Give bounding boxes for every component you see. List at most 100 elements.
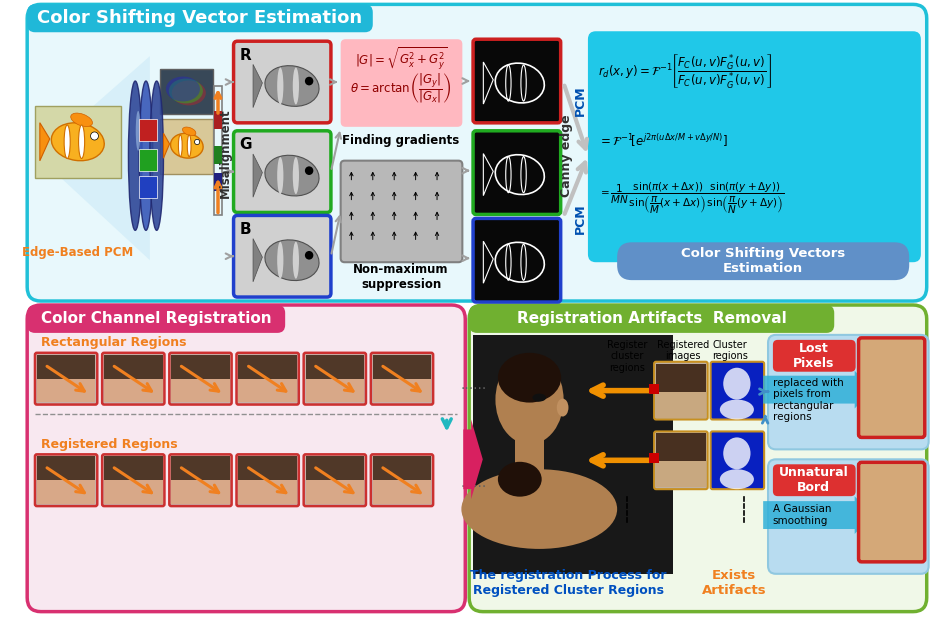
Circle shape [195, 139, 199, 144]
Bar [37, 480, 95, 504]
Bar [306, 457, 364, 482]
Text: Exists
Artifacts: Exists Artifacts [702, 569, 766, 597]
FancyBboxPatch shape [773, 340, 856, 371]
Ellipse shape [139, 81, 153, 230]
Bar [159, 69, 213, 114]
Bar [104, 457, 162, 482]
Ellipse shape [723, 437, 750, 470]
Text: PCM: PCM [573, 203, 586, 234]
Bar [656, 462, 706, 487]
Bar [159, 119, 213, 173]
Ellipse shape [532, 394, 546, 402]
Circle shape [305, 167, 313, 175]
FancyBboxPatch shape [773, 465, 856, 496]
Bar [35, 106, 120, 178]
Text: PCM: PCM [573, 86, 586, 116]
Bar [306, 379, 364, 402]
Circle shape [305, 77, 313, 85]
Polygon shape [254, 64, 263, 107]
Text: ......: ...... [460, 378, 487, 392]
Bar [214, 173, 222, 191]
FancyBboxPatch shape [469, 305, 834, 333]
FancyBboxPatch shape [768, 335, 928, 449]
Text: replaced with
pixels from
rectangular
regions: replaced with pixels from rectangular re… [773, 378, 843, 423]
FancyBboxPatch shape [103, 353, 164, 405]
Ellipse shape [496, 355, 564, 444]
FancyBboxPatch shape [710, 431, 764, 489]
Bar [650, 384, 659, 394]
Bar [239, 457, 297, 482]
FancyBboxPatch shape [35, 353, 97, 405]
Bar [656, 364, 706, 392]
FancyBboxPatch shape [234, 41, 331, 123]
Ellipse shape [496, 465, 544, 529]
Ellipse shape [78, 125, 85, 159]
Text: Registered Regions: Registered Regions [41, 438, 177, 451]
FancyBboxPatch shape [27, 4, 926, 301]
Bar [214, 146, 222, 164]
Text: Color Shifting Vector Estimation: Color Shifting Vector Estimation [37, 9, 363, 27]
Bar [656, 392, 706, 418]
Bar [650, 453, 659, 463]
Text: Color Shifting Vectors
Estimation: Color Shifting Vectors Estimation [681, 247, 845, 275]
Ellipse shape [64, 125, 70, 159]
Text: Lost
Pixels: Lost Pixels [793, 342, 834, 370]
FancyBboxPatch shape [371, 353, 433, 405]
Text: $r_d(x,y)=\mathcal{F}^{-1}\!\left[\dfrac{F_C(u,v)F_G^*(u,v)}{F_C(u,v)F_G^*(u,v)}: $r_d(x,y)=\mathcal{F}^{-1}\!\left[\dfrac… [597, 52, 772, 90]
FancyBboxPatch shape [170, 454, 232, 506]
Ellipse shape [136, 111, 141, 151]
Text: A Gaussian
smoothing: A Gaussian smoothing [773, 504, 831, 526]
Bar [37, 457, 95, 482]
Ellipse shape [461, 470, 617, 549]
Ellipse shape [51, 123, 104, 160]
FancyBboxPatch shape [588, 31, 921, 262]
Ellipse shape [498, 353, 561, 402]
Ellipse shape [166, 77, 200, 101]
FancyBboxPatch shape [768, 459, 928, 574]
FancyBboxPatch shape [617, 242, 910, 280]
FancyBboxPatch shape [473, 131, 561, 215]
Ellipse shape [498, 462, 541, 497]
Bar [373, 457, 432, 482]
Bar [239, 379, 297, 402]
Circle shape [305, 251, 313, 260]
Circle shape [90, 132, 99, 140]
Text: Misalignment: Misalignment [219, 108, 232, 197]
Bar [306, 480, 364, 504]
Bar [656, 433, 706, 462]
Bar [37, 355, 95, 381]
Text: B: B [240, 222, 251, 237]
Ellipse shape [169, 78, 203, 104]
FancyArrow shape [463, 420, 483, 499]
Text: Cluster
regions: Cluster regions [712, 340, 748, 362]
Polygon shape [163, 133, 170, 158]
Text: ......: ...... [460, 476, 487, 491]
Ellipse shape [171, 81, 206, 106]
Ellipse shape [265, 65, 319, 106]
Ellipse shape [277, 157, 283, 194]
Ellipse shape [187, 135, 191, 157]
Ellipse shape [293, 157, 299, 194]
Ellipse shape [178, 135, 182, 157]
Polygon shape [254, 154, 263, 197]
Ellipse shape [171, 133, 203, 158]
FancyArrow shape [763, 496, 872, 534]
Bar [239, 355, 297, 381]
Text: Edge-Based PCM: Edge-Based PCM [22, 246, 133, 259]
FancyArrow shape [763, 371, 872, 408]
Bar [139, 176, 157, 197]
Bar [306, 355, 364, 381]
Bar [104, 355, 162, 381]
Text: Unnatural
Bord: Unnatural Bord [779, 466, 849, 494]
Text: Non-maximum
suppression: Non-maximum suppression [353, 263, 449, 291]
Bar [139, 119, 157, 141]
Text: The registration Process for
Registered Cluster Regions: The registration Process for Registered … [471, 569, 666, 597]
FancyBboxPatch shape [654, 362, 707, 420]
Bar [514, 439, 544, 479]
FancyBboxPatch shape [858, 338, 925, 437]
Bar [214, 111, 222, 129]
Polygon shape [37, 56, 150, 260]
Bar [473, 335, 673, 574]
Ellipse shape [277, 67, 283, 104]
Text: Registration Artifacts  Removal: Registration Artifacts Removal [517, 312, 787, 326]
